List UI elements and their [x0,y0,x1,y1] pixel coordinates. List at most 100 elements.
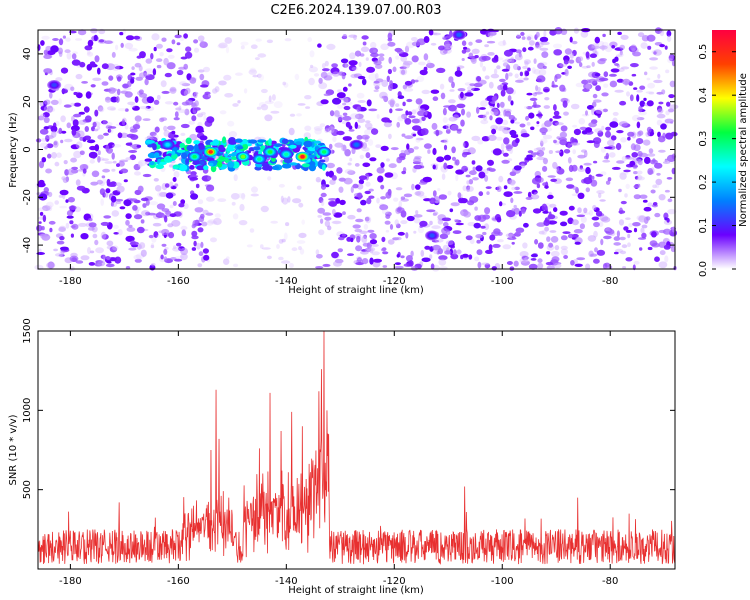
heatmap-cell [373,80,380,84]
heatmap-cell [348,83,352,87]
heatmap-cell [351,67,358,71]
heatmap-cell [202,248,209,254]
heatmap-cell [307,37,313,43]
heatmap-cell [120,42,124,48]
heatmap-cell [115,201,122,205]
heatmap-cell [77,29,87,36]
heatmap-cell [100,221,110,226]
heatmap-cell [627,233,631,239]
heatmap-cell [411,109,417,115]
heatmap-cell [539,138,548,144]
heatmap-cell [511,241,515,245]
heatmap-cell [94,144,100,152]
heatmap-cell [328,201,338,207]
heatmap-cell [443,154,452,161]
heatmap-cell [58,98,62,105]
heatmap-cell [553,139,557,144]
heatmap-cell [365,181,371,187]
heatmap-cell [656,113,666,119]
heatmap-cell [630,143,637,151]
heatmap-cell [65,222,70,229]
heatmap-cell [539,127,548,134]
heatmap-cell [125,35,135,41]
heatmap-cell [100,231,107,240]
heatmap-cell [607,177,612,182]
heatmap-cell [654,212,661,218]
heatmap-cell [54,200,59,205]
heatmap-cell [102,120,108,126]
heatmap-cell [387,239,395,245]
heatmap-cell [568,164,574,173]
heatmap-cell [73,113,82,118]
heatmap-cell [164,72,172,78]
heatmap-cell [345,121,351,128]
heatmap-cell [273,101,283,109]
heatmap-cell [41,157,47,163]
heatmap-cell [636,89,643,93]
heatmap-cell [501,149,505,155]
heatmap-cell [620,137,627,143]
heatmap-cell [608,73,617,77]
heatmap-cell [540,41,550,46]
heatmap-cell [304,95,312,100]
heatmap-cell [407,111,413,116]
heatmap-cell [405,255,413,262]
heatmap-cell [414,79,419,83]
heatmap-cell [415,190,425,197]
heatmap-cell [197,69,205,73]
heatmap-cell [111,144,122,148]
heatmap-cell [38,160,45,169]
heatmap-cell [591,43,600,49]
heatmap-cell [166,48,173,53]
heatmap-cell [419,195,427,199]
heatmap-cell [657,135,666,143]
heatmap-cell [343,177,353,185]
heatmap-cell [531,177,541,185]
heatmap-cell [371,128,379,135]
heatmap-cell [544,120,552,127]
heatmap-cell [357,75,366,80]
heatmap-hotspot [208,150,213,154]
heatmap-cell [548,211,552,219]
heatmap-cell [502,39,506,46]
heatmap-cell [514,231,521,237]
snr-plot-area [38,331,675,569]
heatmap-cell [144,158,153,162]
heatmap-cell [282,197,289,205]
heatmap-cell [454,219,459,222]
heatmap-cell [347,214,356,220]
heatmap-cell [578,118,586,125]
heatmap-cell [329,110,335,117]
heatmap-cell [633,87,638,90]
heatmap-cell [516,33,521,38]
heatmap-cell [262,165,272,171]
heatmap-cell [496,65,501,70]
heatmap-cell [58,254,65,257]
heatmap-cell [198,251,204,257]
heatmap-cell [601,92,609,97]
heatmap-cell [174,34,182,39]
heatmap-cell [87,50,91,55]
heatmap-cell [80,255,90,261]
heatmap-cell [643,206,652,212]
heatmap-cell [542,157,549,165]
heatmap-cell [514,186,520,191]
heatmap-cell [480,225,486,229]
heatmap-cell [180,247,189,256]
heatmap-cell [364,216,370,222]
heatmap-cell [231,201,236,206]
heatmap-cell [501,68,510,72]
heatmap-cell [207,219,216,224]
heatmap-cell [356,92,365,99]
heatmap-cell [396,156,403,164]
heatmap-cell [156,58,163,62]
heatmap-cell [206,196,215,202]
heatmap-cell [115,182,122,187]
heatmap-cell [49,107,56,112]
heatmap-cell [442,117,448,123]
heatmap-cell [520,133,530,138]
x-tick-label: -120 [383,576,406,587]
heatmap-cell [474,215,482,221]
heatmap-cell [489,234,496,241]
heatmap-cell [416,137,424,141]
